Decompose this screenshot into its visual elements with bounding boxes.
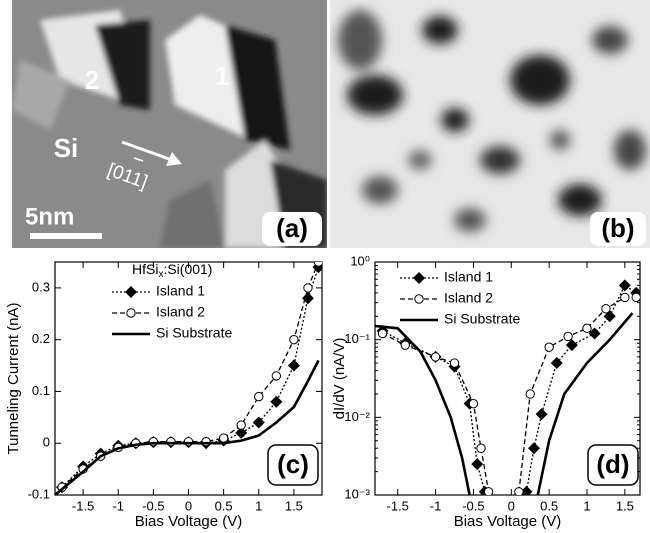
y-tick-label: 0.1: [32, 383, 50, 398]
legend-label: Island 2: [156, 304, 205, 320]
x-tick-label: 1.5: [285, 498, 303, 513]
panel-label: (c): [277, 449, 309, 479]
scale-bar: [30, 233, 102, 239]
x-tick-label: 0: [508, 498, 515, 513]
x-tick-label: -1.5: [387, 498, 409, 513]
legend-marker: [127, 309, 135, 317]
x-tick-label: -0.5: [142, 498, 164, 513]
y-tick-label: -0.1: [28, 486, 50, 501]
marker: [314, 258, 322, 266]
x-tick-label: 1: [255, 498, 262, 513]
marker: [515, 488, 523, 496]
marker: [526, 390, 534, 398]
marker: [619, 279, 631, 291]
legend-label: Island 1: [444, 269, 493, 285]
figure: 2 1 Si [011] 5nm (a) (b) -1.5-1-0.500.51…: [0, 0, 650, 533]
legend-label: Island 2: [444, 290, 493, 306]
legend-label: Si Substrate: [156, 325, 232, 341]
marker: [583, 324, 591, 332]
scale-bar-label: 5nm: [25, 203, 74, 230]
y-tick-label: 0.2: [32, 331, 50, 346]
marker: [255, 392, 263, 400]
marker: [202, 437, 210, 445]
x-tick-label: 0: [185, 498, 192, 513]
substrate-label: Si: [54, 133, 79, 163]
marker: [431, 353, 439, 361]
marker: [450, 359, 458, 367]
marker: [621, 293, 629, 301]
legend-marker: [125, 286, 137, 298]
y-tick-label: 0.3: [32, 279, 50, 294]
marker: [551, 357, 563, 369]
legend-title-part: :Si(001): [163, 261, 212, 277]
marker: [184, 437, 192, 445]
marker: [272, 372, 280, 380]
marker: [602, 305, 610, 313]
marker: [471, 458, 483, 470]
marker: [167, 437, 175, 445]
marker: [288, 360, 300, 372]
x-tick-label: -0.5: [462, 498, 484, 513]
stm-image-b: [330, 0, 650, 248]
x-tick-label: 0.5: [540, 498, 558, 513]
y-axis-label: Tunneling Current (nA): [5, 302, 22, 454]
y-tick-label: 10⁻¹: [344, 331, 370, 346]
marker: [528, 442, 540, 454]
marker: [564, 332, 572, 340]
x-axis-label: Bias Voltage (V): [454, 513, 562, 530]
legend-title: HfSix:Si(001): [132, 261, 212, 280]
y-tick-label: 0: [43, 435, 50, 450]
island-label: 2: [85, 65, 99, 95]
marker: [378, 329, 386, 337]
x-tick-label: 0.5: [215, 498, 233, 513]
panel-label: (d): [596, 449, 629, 479]
x-tick-label: 1: [583, 498, 590, 513]
x-tick-label: -1.5: [72, 498, 94, 513]
x-tick-label: 1.5: [616, 498, 634, 513]
marker: [401, 341, 409, 349]
marker: [484, 488, 492, 496]
legend-title-part: HfSi: [132, 261, 158, 277]
marker: [536, 408, 548, 420]
marker: [469, 399, 477, 407]
legend-label: Island 1: [156, 283, 205, 299]
y-tick-label: 10⁻²: [344, 409, 370, 424]
y-tick-label: 10⁰: [350, 253, 370, 268]
panel-label: (a): [276, 213, 308, 243]
legend-marker: [415, 295, 423, 303]
y-tick-label: 10⁻³: [344, 486, 370, 501]
island-label: 1: [215, 61, 229, 91]
y-axis-label: dI/dV (nA/V): [331, 338, 348, 420]
legend-marker: [413, 272, 425, 284]
x-axis-label: Bias Voltage (V): [135, 513, 243, 530]
legend-label: Si Substrate: [444, 311, 520, 327]
marker: [545, 343, 553, 351]
x-tick-label: -1: [430, 498, 442, 513]
x-tick-label: -1: [112, 498, 124, 513]
panel-label: (b): [601, 213, 634, 243]
marker: [477, 444, 485, 452]
marker: [290, 335, 298, 343]
marker: [632, 293, 640, 301]
marker: [219, 434, 227, 442]
marker: [304, 284, 312, 292]
marker: [237, 421, 245, 429]
